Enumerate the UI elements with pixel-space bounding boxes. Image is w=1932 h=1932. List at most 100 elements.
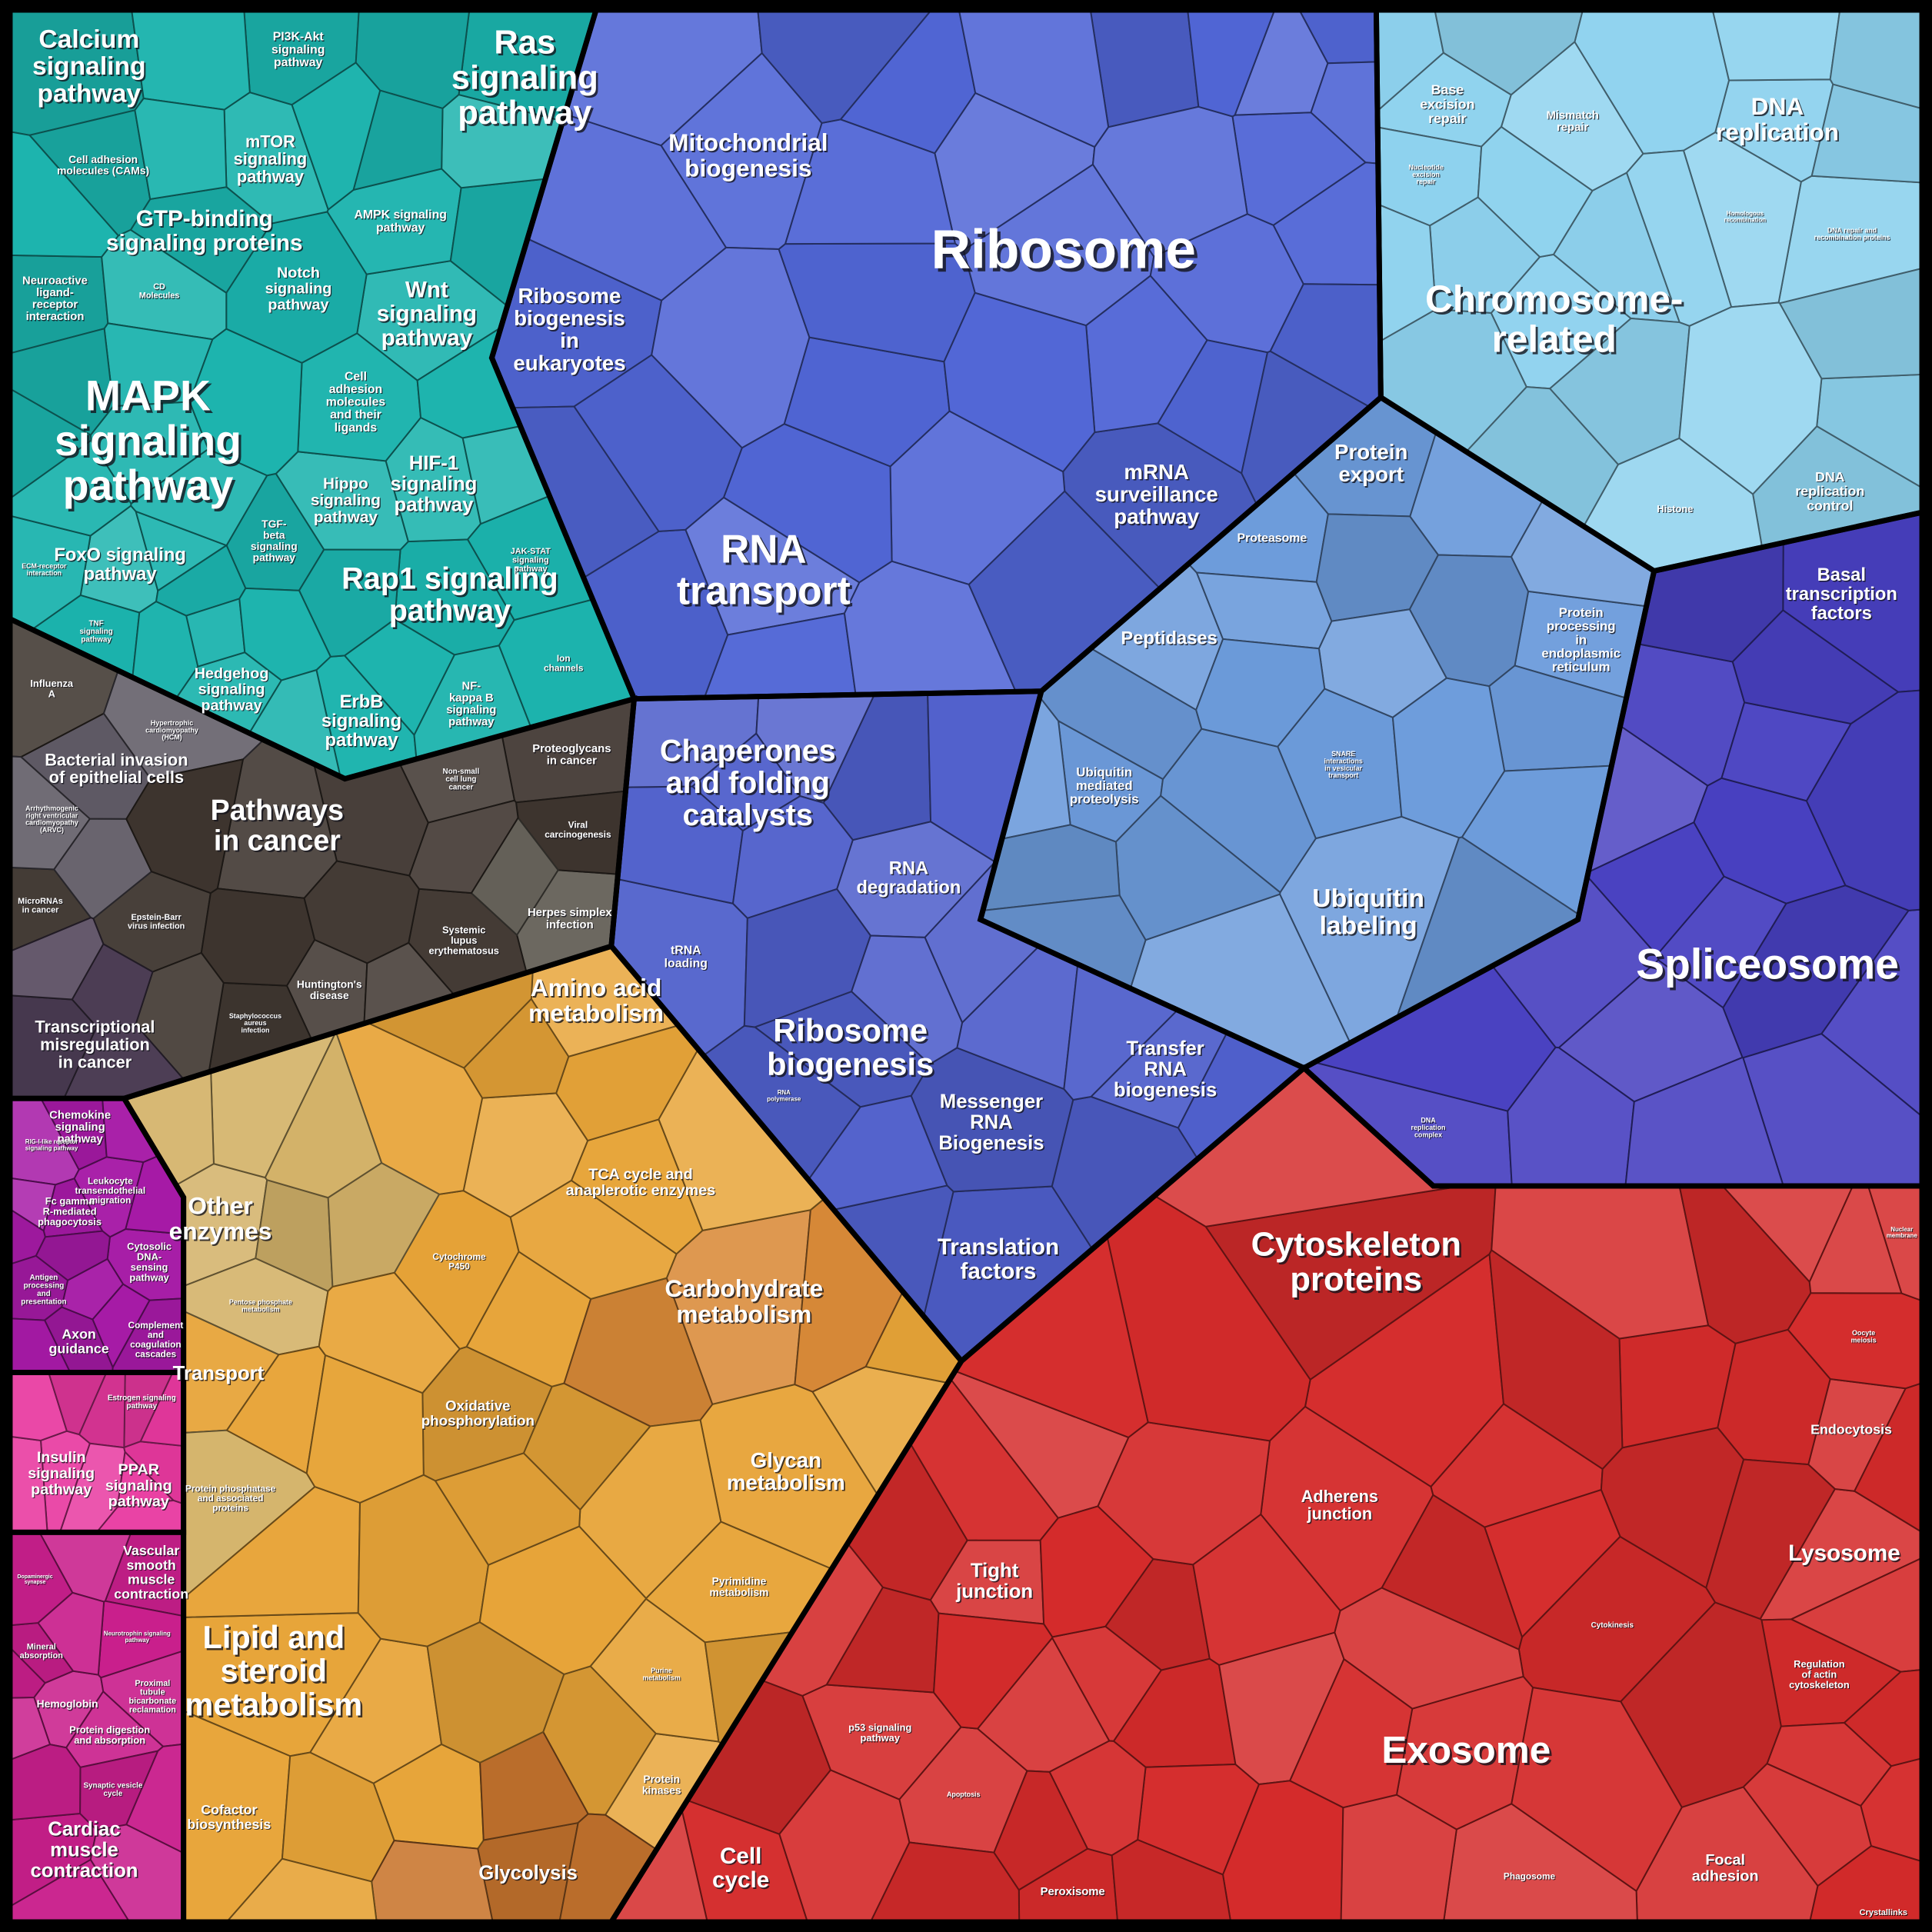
svg-text:degradation: degradation [857,878,961,898]
svg-text:pathway: pathway [63,461,234,509]
svg-text:pathway: pathway [253,551,296,564]
svg-text:complex: complex [1414,1131,1442,1138]
svg-text:phosphorylation: phosphorylation [421,1413,535,1429]
svg-text:mediated: mediated [1076,778,1133,793]
svg-text:export: export [1338,462,1404,486]
svg-text:membrane: membrane [1887,1232,1918,1239]
svg-text:and: and [37,1290,51,1298]
svg-text:CD: CD [153,282,165,291]
svg-text:contraction: contraction [114,1586,188,1601]
svg-text:factors: factors [1811,603,1872,624]
svg-text:TCA cycle and: TCA cycle and [588,1166,693,1183]
svg-text:Epstein-Barr: Epstein-Barr [131,913,182,922]
svg-text:pathway: pathway [81,635,112,644]
svg-text:proteolysis: proteolysis [1070,792,1139,807]
svg-text:proteins: proteins [212,1502,248,1513]
svg-text:transport: transport [677,568,851,612]
svg-text:absorption: absorption [20,1651,63,1661]
svg-text:Hedgehog: Hedgehog [195,665,269,682]
svg-text:metabolism: metabolism [676,1300,811,1327]
svg-text:pathway: pathway [381,325,473,351]
svg-text:virus infection: virus infection [128,922,185,931]
svg-text:Peptidases: Peptidases [1121,628,1217,648]
svg-text:in: in [1575,632,1587,647]
svg-text:in cancer: in cancer [214,824,341,856]
svg-text:Adherens: Adherens [1301,1487,1378,1506]
svg-text:Lipid and: Lipid and [202,1619,345,1655]
svg-text:RNA: RNA [1144,1059,1187,1081]
svg-text:pathway: pathway [394,494,474,515]
svg-text:catalysts: catalysts [683,798,813,832]
svg-text:Non-small: Non-small [442,768,479,776]
svg-text:Proteoglycans: Proteoglycans [532,743,611,755]
svg-text:repair: repair [1428,111,1467,126]
svg-text:Protein: Protein [1334,440,1407,464]
svg-text:Cytoskeleton: Cytoskeleton [1251,1226,1461,1263]
svg-text:channels: channels [544,662,584,673]
svg-text:Lysosome: Lysosome [1788,1541,1900,1566]
svg-text:processing: processing [24,1282,65,1291]
svg-text:ligand-: ligand- [36,287,74,299]
svg-text:cycle: cycle [104,1790,123,1798]
svg-text:pathway: pathway [376,222,425,235]
svg-text:signaling: signaling [512,555,549,565]
svg-text:RNA: RNA [970,1111,1013,1133]
svg-text:signaling: signaling [321,711,401,731]
svg-text:guidance: guidance [49,1341,109,1356]
svg-text:Spliceosome: Spliceosome [1636,940,1899,988]
svg-text:steroid: steroid [221,1653,328,1689]
svg-text:Molecules: Molecules [139,291,180,301]
svg-text:and folding: and folding [666,766,830,800]
svg-text:signaling: signaling [234,149,308,168]
svg-text:pathway: pathway [84,564,158,585]
svg-text:Cell: Cell [345,370,367,383]
svg-text:Base: Base [1431,82,1464,98]
svg-text:Antigen: Antigen [30,1274,58,1282]
svg-text:tRNA: tRNA [671,944,701,958]
svg-text:transport: transport [1328,771,1358,779]
svg-text:Calcium: Calcium [38,25,139,54]
svg-text:HIF-1: HIF-1 [409,452,458,474]
svg-text:Focal: Focal [1705,1852,1745,1869]
svg-text:molecules: molecules [326,396,386,409]
svg-text:pathway: pathway [268,296,328,313]
svg-text:enzymes: enzymes [169,1217,272,1245]
svg-text:molecules (CAMs): molecules (CAMs) [57,164,149,176]
svg-text:in cancer: in cancer [547,755,597,768]
svg-text:pathway: pathway [1114,505,1199,528]
svg-text:pathway: pathway [108,1494,169,1511]
svg-text:Cytokinesis: Cytokinesis [1591,1621,1634,1630]
svg-text:cancer: cancer [448,784,473,792]
svg-text:pathway: pathway [202,697,262,714]
svg-text:Transcriptional: Transcriptional [35,1018,155,1037]
svg-text:signaling: signaling [265,281,332,298]
svg-text:mTOR: mTOR [245,132,295,151]
svg-text:metabolism: metabolism [528,999,664,1027]
svg-text:ligands: ligands [335,421,378,435]
svg-text:pathway: pathway [458,95,591,132]
svg-text:cytoskeleton: cytoskeleton [1789,1679,1850,1690]
svg-text:anaplerotic enzymes: anaplerotic enzymes [566,1182,716,1199]
svg-text:Proteasome: Proteasome [1237,532,1307,545]
svg-text:junction: junction [1306,1504,1372,1524]
svg-text:DNA: DNA [1751,92,1804,120]
svg-text:pathway: pathway [514,565,548,574]
svg-text:control: control [1807,498,1853,513]
svg-text:biogenesis: biogenesis [767,1046,934,1082]
svg-text:disease: disease [310,989,349,1001]
svg-text:Messenger: Messenger [940,1091,1043,1112]
svg-text:in: in [560,328,579,352]
svg-text:PI3K-Akt: PI3K-Akt [273,31,325,44]
svg-text:in cancer: in cancer [22,905,60,914]
svg-text:Biogenesis: Biogenesis [938,1132,1044,1154]
svg-text:Estrogen signaling: Estrogen signaling [108,1394,176,1403]
svg-text:pathway: pathway [31,1481,92,1498]
svg-text:repair: repair [1417,178,1436,185]
svg-text:recombination proteins: recombination proteins [1814,234,1890,242]
svg-text:adhesion: adhesion [329,383,382,396]
svg-text:replication: replication [1716,118,1839,145]
svg-text:Transport: Transport [173,1363,265,1384]
svg-text:Proximal: Proximal [135,1679,170,1688]
svg-text:DNA: DNA [1815,469,1845,485]
svg-text:Phagosome: Phagosome [1504,1870,1556,1881]
